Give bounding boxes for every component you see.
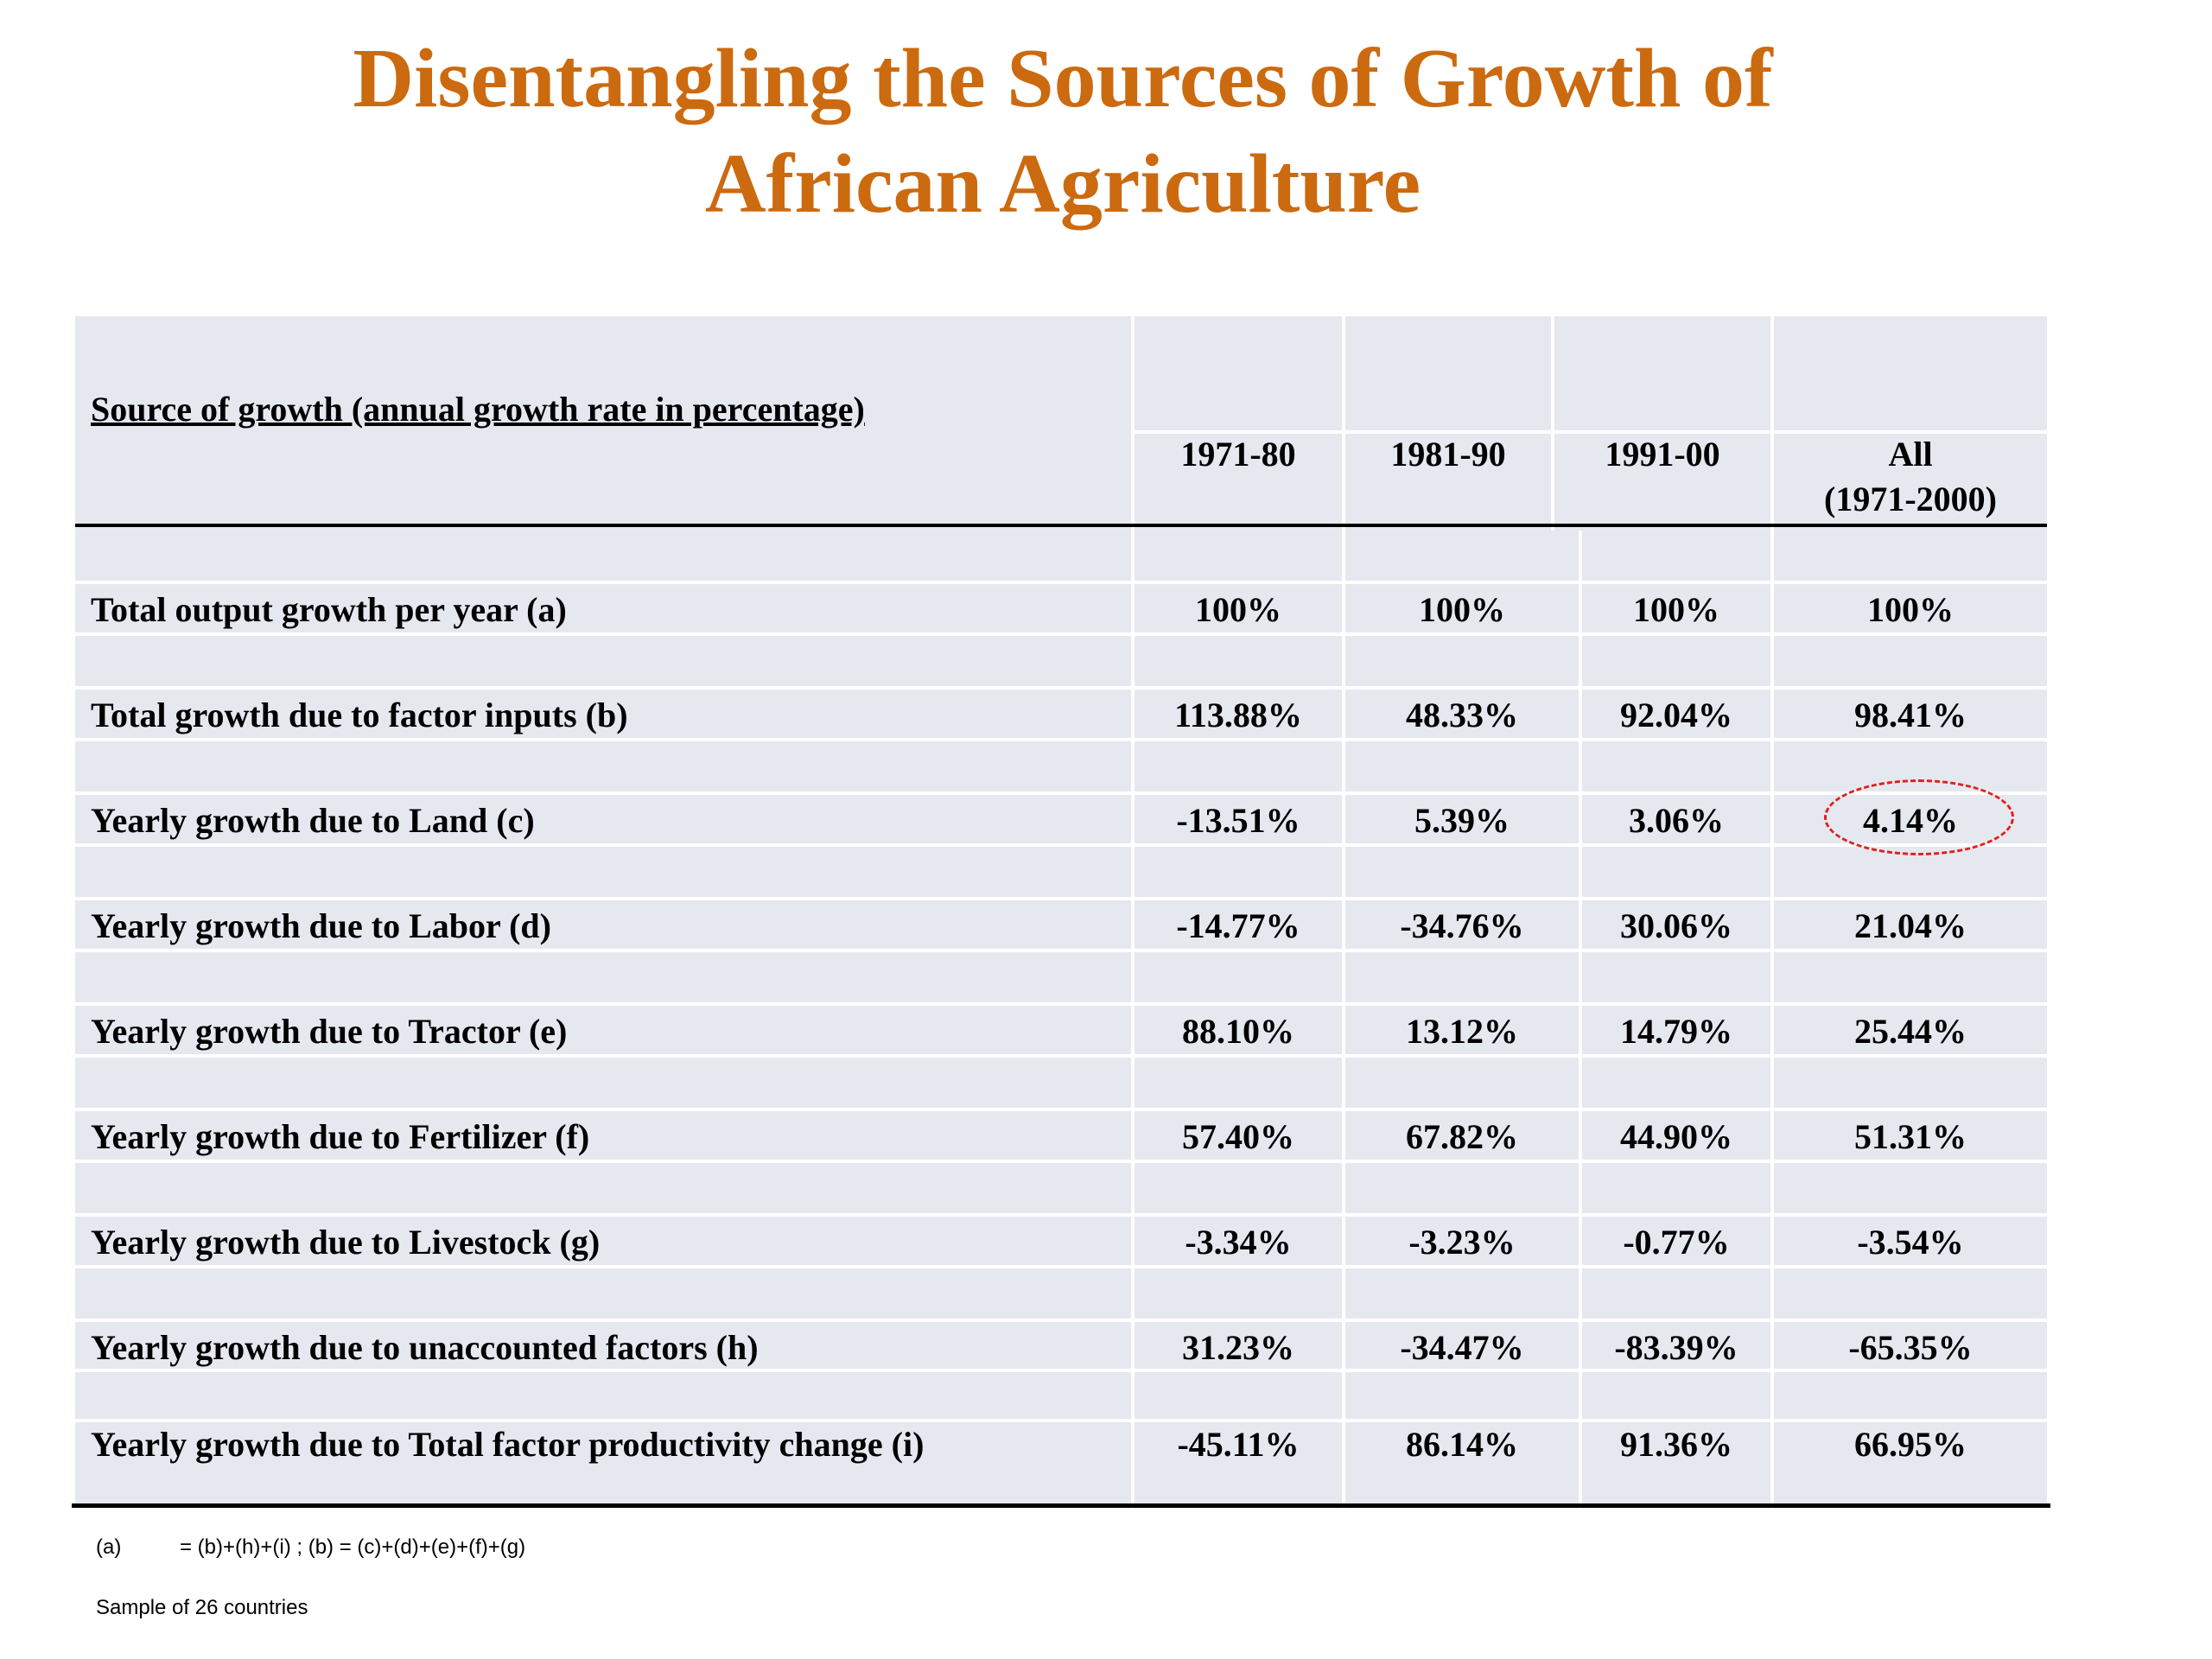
- cell-value: 100%: [1633, 590, 1719, 629]
- row-divider: [75, 632, 2047, 636]
- cell-value: 57.40%: [1182, 1117, 1294, 1156]
- page-title: Disentangling the Sources of Growth of A…: [0, 26, 2126, 237]
- row-divider: [75, 1002, 2047, 1006]
- cell-value: 100%: [1195, 590, 1281, 629]
- row-label-livestock: Yearly growth due to Livestock (g): [91, 1223, 601, 1262]
- title-line-2: African Agriculture: [704, 137, 1421, 231]
- cell-value: -0.77%: [1623, 1223, 1730, 1262]
- cell-value: 14.79%: [1620, 1012, 1732, 1051]
- growth-sources-table: Source of growth (annual growth rate in …: [72, 316, 2050, 1509]
- row-divider: [75, 581, 2047, 584]
- col-divider-4: [1770, 316, 1774, 1509]
- cell-value: -3.34%: [1185, 1223, 1292, 1262]
- header-col-all-sub: (1971-2000): [1824, 480, 1997, 518]
- header-row-divider: [1131, 430, 2047, 434]
- cell-value: 3.06%: [1629, 801, 1724, 840]
- highlight-circle: [1824, 779, 2014, 855]
- row-label-tractor: Yearly growth due to Tractor (e): [91, 1012, 568, 1051]
- title-line-1: Disentangling the Sources of Growth of: [353, 32, 1773, 125]
- row-divider: [75, 791, 2047, 795]
- row-divider: [75, 1213, 2047, 1217]
- cell-value: 5.39%: [1414, 801, 1510, 840]
- cell-value: -34.47%: [1400, 1328, 1524, 1367]
- cell-value: 21.04%: [1854, 906, 1967, 945]
- cell-value: -3.54%: [1857, 1223, 1964, 1262]
- cell-value: -34.76%: [1400, 906, 1524, 945]
- table-bottom-rule: [72, 1503, 2050, 1508]
- cell-value: -13.51%: [1176, 801, 1300, 840]
- cell-value: 51.31%: [1854, 1117, 1967, 1156]
- cell-value: 31.23%: [1182, 1328, 1294, 1367]
- header-label: Source of growth (annual growth rate in …: [91, 390, 865, 429]
- cell-value: 66.95%: [1854, 1425, 1967, 1464]
- row-divider: [75, 1160, 2047, 1163]
- cell-value: 100%: [1867, 590, 1954, 629]
- row-label-total-output: Total output growth per year (a): [91, 590, 567, 629]
- col-divider-1: [1131, 316, 1135, 1509]
- cell-value: -14.77%: [1176, 906, 1300, 945]
- cell-value: -45.11%: [1177, 1425, 1300, 1464]
- header-col-1971-80: 1971-80: [1180, 435, 1296, 474]
- row-label-fertilizer: Yearly growth due to Fertilizer (f): [91, 1117, 590, 1156]
- footnote-formula: = (b)+(h)+(i) ; (b) = (c)+(d)+(e)+(f)+(g…: [180, 1535, 526, 1559]
- row-divider: [75, 897, 2047, 900]
- row-divider: [75, 686, 2047, 690]
- header-col-1991-00: 1991-00: [1605, 435, 1720, 474]
- row-divider: [75, 1419, 2047, 1422]
- footnote-marker: (a): [96, 1535, 122, 1559]
- footnote-sample: Sample of 26 countries: [96, 1596, 308, 1619]
- row-divider: [75, 1265, 2047, 1268]
- cell-value: -83.39%: [1614, 1328, 1738, 1367]
- row-divider: [75, 949, 2047, 952]
- row-divider: [75, 1369, 2047, 1372]
- cell-value: 67.82%: [1406, 1117, 1518, 1156]
- cell-value: 88.10%: [1182, 1012, 1294, 1051]
- row-label-labor: Yearly growth due to Labor (d): [91, 906, 551, 945]
- cell-value: 13.12%: [1406, 1012, 1518, 1051]
- row-divider: [75, 1108, 2047, 1111]
- row-label-unaccounted: Yearly growth due to unaccounted factors…: [91, 1328, 759, 1367]
- cell-value: 113.88%: [1174, 696, 1302, 734]
- row-divider: [75, 843, 2047, 847]
- row-divider: [75, 1054, 2047, 1058]
- header-col-all: All: [1888, 435, 1933, 474]
- col-divider-2: [1342, 316, 1345, 1509]
- cell-value: -3.23%: [1408, 1223, 1516, 1262]
- row-divider: [75, 738, 2047, 741]
- cell-value: 86.14%: [1406, 1425, 1518, 1464]
- cell-value: -65.35%: [1848, 1328, 1973, 1367]
- cell-value: 30.06%: [1620, 906, 1732, 945]
- row-label-land: Yearly growth due to Land (c): [91, 801, 535, 840]
- cell-value: 98.41%: [1854, 696, 1967, 734]
- row-divider: [75, 1319, 2047, 1322]
- col-divider-3-header: [1551, 316, 1554, 531]
- header-col-1981-90: 1981-90: [1390, 435, 1506, 474]
- cell-value: 91.36%: [1620, 1425, 1732, 1464]
- cell-value: 44.90%: [1620, 1117, 1732, 1156]
- col-divider-3-body: [1579, 531, 1582, 1509]
- cell-value: 100%: [1419, 590, 1505, 629]
- cell-value: 92.04%: [1620, 696, 1732, 734]
- cell-value: 48.33%: [1406, 696, 1518, 734]
- header-bottom-rule: [75, 524, 2047, 527]
- row-label-tfp: Yearly growth due to Total factor produc…: [91, 1425, 925, 1464]
- row-label-factor-inputs: Total growth due to factor inputs (b): [91, 696, 628, 734]
- cell-value: 25.44%: [1854, 1012, 1967, 1051]
